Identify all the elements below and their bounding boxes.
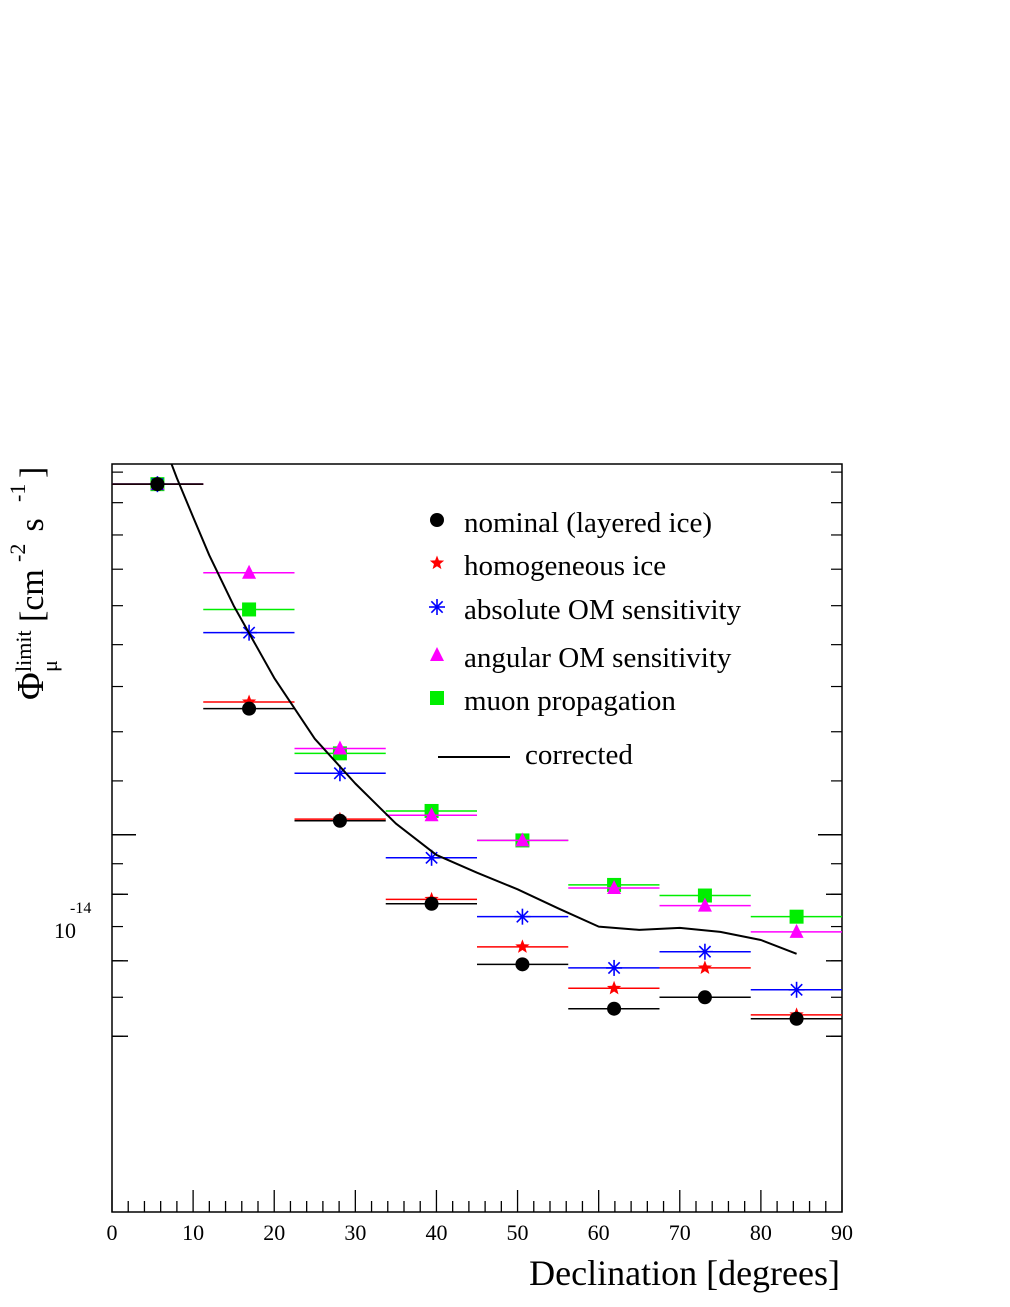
- x-tick-label: 0: [107, 1220, 118, 1245]
- x-tick-label: 40: [425, 1220, 447, 1245]
- data-point-circle: [789, 1011, 804, 1026]
- data-point-star: [697, 960, 713, 974]
- data-point-circle: [424, 896, 439, 911]
- x-tick-label: 10: [182, 1220, 204, 1245]
- data-point-circle: [150, 477, 165, 492]
- y-label-unit-mid: s: [14, 518, 51, 540]
- data-point-circle: [697, 990, 712, 1005]
- data-point-circle: [515, 957, 530, 972]
- x-tick-label: 70: [669, 1220, 691, 1245]
- data-point-triangle: [697, 897, 712, 912]
- y-tick-label: 10: [54, 918, 76, 943]
- y-label-phi: Φ: [10, 672, 52, 700]
- legend-marker-triangle: [430, 647, 444, 661]
- y-label-unit-open: [cm: [14, 569, 51, 622]
- legend-marker-square: [430, 691, 444, 705]
- data-point-asterisk: [788, 981, 805, 998]
- legend: nominal (layered ice) homogeneous ice abso…: [429, 507, 742, 771]
- data-point-circle: [242, 701, 257, 716]
- data-point-triangle: [789, 923, 804, 938]
- y-label-subscript: μ: [37, 660, 62, 672]
- legend-marker-star: [429, 555, 445, 570]
- plot-border: [111, 463, 843, 1213]
- y-label-exp-2: -1: [5, 484, 30, 502]
- corrected-curve: [170, 464, 797, 955]
- legend-label-corrected: corrected: [525, 739, 633, 771]
- data-point-triangle: [607, 880, 622, 895]
- y-axis-label: Φ limit μ [cm -2 s -1 ]: [5, 467, 62, 700]
- data-point-asterisk: [696, 943, 713, 960]
- x-tick-label: 90: [831, 1220, 853, 1245]
- y-label-unit-close: ]: [14, 467, 51, 478]
- series-nominal-layered-ice-: [112, 477, 842, 1026]
- data-point-triangle: [515, 832, 530, 847]
- x-tick-label: 20: [263, 1220, 285, 1245]
- data-point-square: [242, 602, 257, 617]
- data-point-circle: [607, 1001, 622, 1016]
- data-point-triangle: [332, 740, 347, 755]
- data-point-asterisk: [514, 908, 531, 925]
- plot-frame: [111, 463, 843, 1213]
- legend-label: muon propagation: [464, 685, 676, 717]
- y-label-exp-1: -2: [5, 544, 30, 562]
- legend-label: homogeneous ice: [464, 550, 666, 582]
- data-point-square: [789, 909, 804, 924]
- data-point-star: [241, 694, 257, 709]
- x-tick-label: 30: [344, 1220, 366, 1245]
- x-tick-label: 50: [507, 1220, 529, 1245]
- legend-marker-circle: [430, 513, 444, 527]
- data-point-triangle: [242, 564, 257, 579]
- y-tick-label-exponent: -14: [70, 900, 91, 917]
- axis-ticks: 0 10 20 30 40 50 60 70 80 90: [107, 471, 853, 1245]
- data-point-star: [606, 980, 622, 995]
- data-point-triangle: [424, 807, 439, 822]
- legend-label: angular OM sensitivity: [464, 642, 732, 674]
- data-point-star: [515, 939, 530, 953]
- legend-label: absolute OM sensitivity: [464, 594, 742, 626]
- data-point-asterisk: [606, 959, 623, 976]
- x-tick-label: 80: [750, 1220, 772, 1245]
- svg-text:Φ: Φ: [10, 672, 52, 700]
- corrected-curve-layer: [170, 464, 797, 955]
- x-tick-label: 60: [588, 1220, 610, 1245]
- x-axis-label: Declination [degrees]: [529, 1253, 840, 1293]
- y-label-superscript: limit: [11, 630, 36, 672]
- data-point-circle: [332, 813, 347, 828]
- legend-label: nominal (layered ice): [464, 507, 712, 539]
- data-point-square: [697, 888, 712, 903]
- legend-marker-asterisk: [429, 599, 445, 615]
